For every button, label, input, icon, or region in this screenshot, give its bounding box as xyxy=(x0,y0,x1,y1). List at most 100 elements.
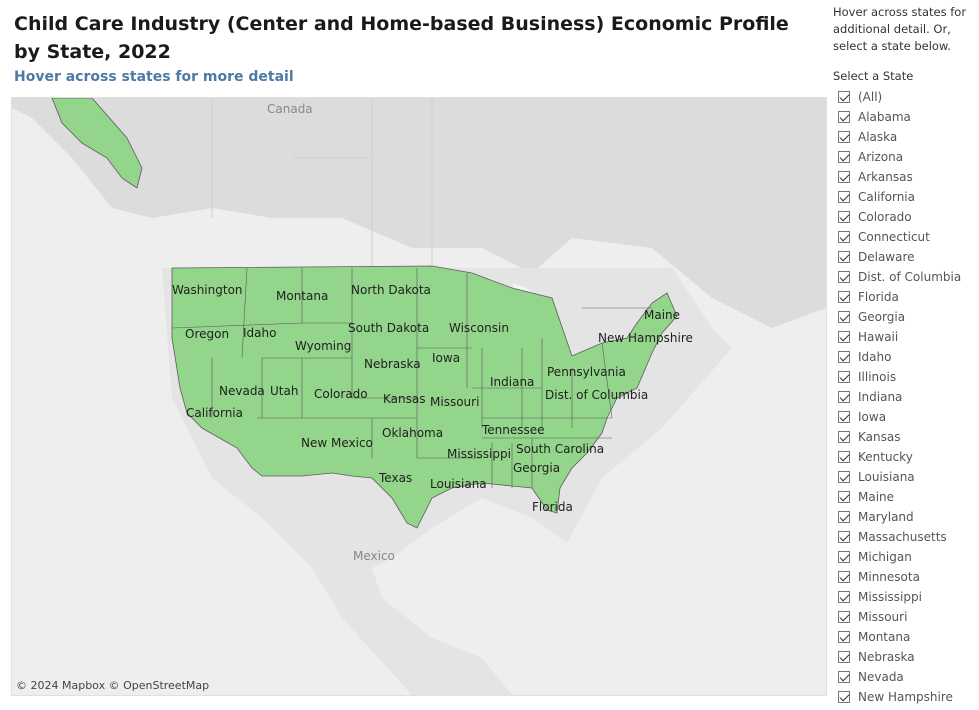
checkbox-checked-icon[interactable] xyxy=(838,251,850,263)
state-option-label: Minnesota xyxy=(858,570,920,584)
state-label[interactable]: Pennsylvania xyxy=(547,365,626,379)
state-option[interactable]: Minnesota xyxy=(833,567,979,587)
state-option[interactable]: California xyxy=(833,187,979,207)
state-label[interactable]: Oregon xyxy=(185,327,230,341)
checkbox-checked-icon[interactable] xyxy=(838,191,850,203)
state-option[interactable]: Mississippi xyxy=(833,587,979,607)
checkbox-checked-icon[interactable] xyxy=(838,311,850,323)
state-option[interactable]: Florida xyxy=(833,287,979,307)
state-label[interactable]: Washington xyxy=(172,283,243,297)
checkbox-checked-icon[interactable] xyxy=(838,591,850,603)
checkbox-checked-icon[interactable] xyxy=(838,451,850,463)
state-label[interactable]: Nevada xyxy=(219,384,265,398)
state-label[interactable]: Kansas xyxy=(383,392,426,406)
checkbox-checked-icon[interactable] xyxy=(838,351,850,363)
checkbox-checked-icon[interactable] xyxy=(838,291,850,303)
state-option[interactable]: Colorado xyxy=(833,207,979,227)
state-option[interactable]: New Hampshire xyxy=(833,687,979,707)
checkbox-checked-icon[interactable] xyxy=(838,391,850,403)
checkbox-checked-icon[interactable] xyxy=(838,531,850,543)
map-view[interactable]: Canada Mexico Washington Montana North D… xyxy=(11,97,827,696)
checkbox-checked-icon[interactable] xyxy=(838,651,850,663)
state-option[interactable]: Arizona xyxy=(833,147,979,167)
state-label[interactable]: California xyxy=(186,406,243,420)
state-option[interactable]: Delaware xyxy=(833,247,979,267)
state-label[interactable]: Nebraska xyxy=(364,357,421,371)
state-label[interactable]: South Dakota xyxy=(348,321,430,335)
state-label[interactable]: Wisconsin xyxy=(449,321,509,335)
state-option[interactable]: Arkansas xyxy=(833,167,979,187)
checkbox-checked-icon[interactable] xyxy=(838,91,850,103)
state-option[interactable]: Iowa xyxy=(833,407,979,427)
checkbox-checked-icon[interactable] xyxy=(838,471,850,483)
state-label[interactable]: Georgia xyxy=(513,461,561,475)
state-label[interactable]: Montana xyxy=(276,289,329,303)
checkbox-checked-icon[interactable] xyxy=(838,691,850,703)
state-option[interactable]: Louisiana xyxy=(833,467,979,487)
state-label[interactable]: Tennessee xyxy=(482,423,545,437)
checkbox-checked-icon[interactable] xyxy=(838,211,850,223)
state-label[interactable]: Florida xyxy=(532,500,573,514)
state-option-label: Indiana xyxy=(858,390,903,404)
state-option[interactable]: Kansas xyxy=(833,427,979,447)
state-label[interactable]: Louisiana xyxy=(430,477,487,491)
state-label[interactable]: Maine xyxy=(644,308,681,322)
state-option[interactable]: Alabama xyxy=(833,107,979,127)
state-option-label: Delaware xyxy=(858,250,915,264)
state-label[interactable]: Dist. of Columbia xyxy=(545,388,649,402)
state-option[interactable]: Connecticut xyxy=(833,227,979,247)
state-option[interactable]: Indiana xyxy=(833,387,979,407)
checkbox-checked-icon[interactable] xyxy=(838,631,850,643)
checkbox-checked-icon[interactable] xyxy=(838,371,850,383)
state-label[interactable]: Utah xyxy=(270,384,299,398)
state-option[interactable]: Montana xyxy=(833,627,979,647)
state-option[interactable]: Illinois xyxy=(833,367,979,387)
checkbox-checked-icon[interactable] xyxy=(838,111,850,123)
checkbox-checked-icon[interactable] xyxy=(838,491,850,503)
state-label[interactable]: Mississippi xyxy=(447,447,511,461)
state-label[interactable]: Wyoming xyxy=(295,339,352,353)
state-option[interactable]: Maine xyxy=(833,487,979,507)
state-option[interactable]: Massachusetts xyxy=(833,527,979,547)
state-label[interactable]: Oklahoma xyxy=(382,426,444,440)
state-option-label: (All) xyxy=(858,90,883,104)
state-option[interactable]: Missouri xyxy=(833,607,979,627)
checkbox-checked-icon[interactable] xyxy=(838,171,850,183)
state-option[interactable]: Dist. of Columbia xyxy=(833,267,979,287)
state-label[interactable]: Iowa xyxy=(432,351,461,365)
map-canvas[interactable] xyxy=(12,98,826,695)
state-option[interactable]: Nevada xyxy=(833,667,979,687)
state-label[interactable]: North Dakota xyxy=(351,283,431,297)
map-attribution[interactable]: © 2024 Mapbox © OpenStreetMap xyxy=(16,679,210,692)
checkbox-checked-icon[interactable] xyxy=(838,151,850,163)
checkbox-checked-icon[interactable] xyxy=(838,271,850,283)
checkbox-checked-icon[interactable] xyxy=(838,551,850,563)
checkbox-checked-icon[interactable] xyxy=(838,611,850,623)
state-label[interactable]: Idaho xyxy=(243,326,277,340)
state-label[interactable]: New Mexico xyxy=(301,436,373,450)
state-option[interactable]: Maryland xyxy=(833,507,979,527)
checkbox-checked-icon[interactable] xyxy=(838,131,850,143)
checkbox-checked-icon[interactable] xyxy=(838,431,850,443)
checkbox-checked-icon[interactable] xyxy=(838,511,850,523)
checkbox-checked-icon[interactable] xyxy=(838,571,850,583)
state-label[interactable]: New Hampshire xyxy=(598,331,693,345)
state-label[interactable]: Texas xyxy=(379,471,413,485)
checkbox-checked-icon[interactable] xyxy=(838,671,850,683)
state-option[interactable]: Alaska xyxy=(833,127,979,147)
state-option[interactable]: (All) xyxy=(833,87,979,107)
checkbox-checked-icon[interactable] xyxy=(838,231,850,243)
state-option[interactable]: Idaho xyxy=(833,347,979,367)
state-option[interactable]: Georgia xyxy=(833,307,979,327)
state-label[interactable]: South Carolina xyxy=(516,442,605,456)
state-option[interactable]: Nebraska xyxy=(833,647,979,667)
state-label[interactable]: Indiana xyxy=(490,375,535,389)
checkbox-checked-icon[interactable] xyxy=(838,331,850,343)
state-label[interactable]: Missouri xyxy=(430,395,480,409)
checkbox-checked-icon[interactable] xyxy=(838,411,850,423)
state-option[interactable]: Michigan xyxy=(833,547,979,567)
state-option[interactable]: Hawaii xyxy=(833,327,979,347)
state-option[interactable]: Kentucky xyxy=(833,447,979,467)
state-option-label: Kentucky xyxy=(858,450,913,464)
state-label[interactable]: Colorado xyxy=(314,387,368,401)
